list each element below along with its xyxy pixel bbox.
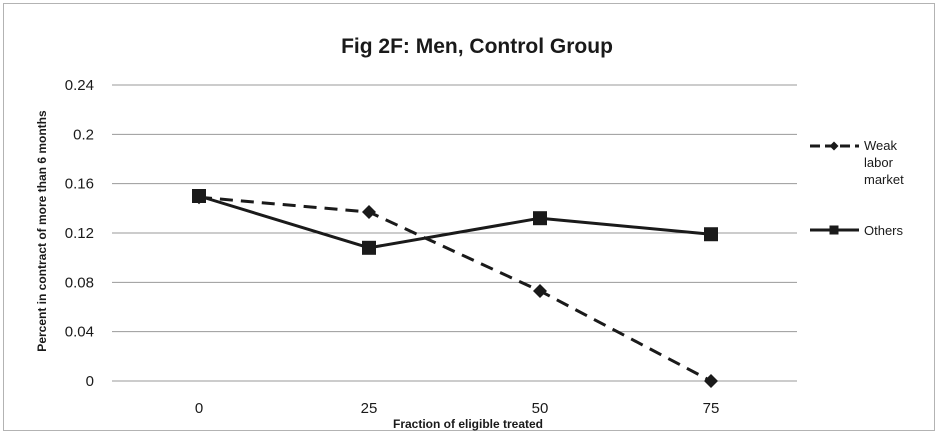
y-axis-ticks: 0 0.04 0.08 0.12 0.16 0.2 0.24 <box>65 77 94 390</box>
data-point <box>192 189 206 203</box>
x-axis-label: Fraction of eligible treated <box>393 417 543 431</box>
chart-frame <box>3 3 935 431</box>
y-tick-label: 0 <box>86 373 94 390</box>
chart-title: Fig 2F: Men, Control Group <box>341 35 613 58</box>
x-tick-label: 0 <box>195 400 203 417</box>
legend-marker <box>829 225 839 235</box>
series-lines <box>192 189 718 388</box>
data-point <box>362 205 376 220</box>
legend-label: Others <box>864 223 904 238</box>
series-2 <box>192 189 718 255</box>
y-tick-label: 0.24 <box>65 77 94 94</box>
y-tick-label: 0.12 <box>65 225 94 242</box>
data-point <box>533 283 547 298</box>
x-tick-label: 25 <box>361 400 378 417</box>
legend-item-1: Weak labor market <box>810 138 904 187</box>
legend-label: labor <box>864 155 894 170</box>
data-point <box>704 374 718 388</box>
x-axis-ticks: 0 25 50 75 <box>195 400 720 417</box>
series-line <box>198 194 712 250</box>
x-tick-label: 50 <box>532 400 549 417</box>
y-tick-label: 0.16 <box>65 176 94 193</box>
x-tick-label: 75 <box>703 400 720 417</box>
legend-item-2: Others <box>810 223 904 238</box>
series-1 <box>192 190 718 388</box>
legend-marker <box>829 141 839 151</box>
y-tick-label: 0.04 <box>65 324 94 341</box>
y-tick-label: 0.08 <box>65 274 94 291</box>
gridlines <box>112 84 797 382</box>
y-axis-label: Percent in contract of more than 6 month… <box>35 110 49 352</box>
legend: Weak labor market Others <box>810 138 904 238</box>
series-line <box>198 195 712 383</box>
data-point <box>533 211 547 226</box>
legend-label: Weak <box>864 138 897 153</box>
data-point <box>362 240 376 255</box>
legend-label: market <box>864 172 904 187</box>
y-tick-label: 0.2 <box>73 126 94 143</box>
data-point <box>704 227 718 242</box>
